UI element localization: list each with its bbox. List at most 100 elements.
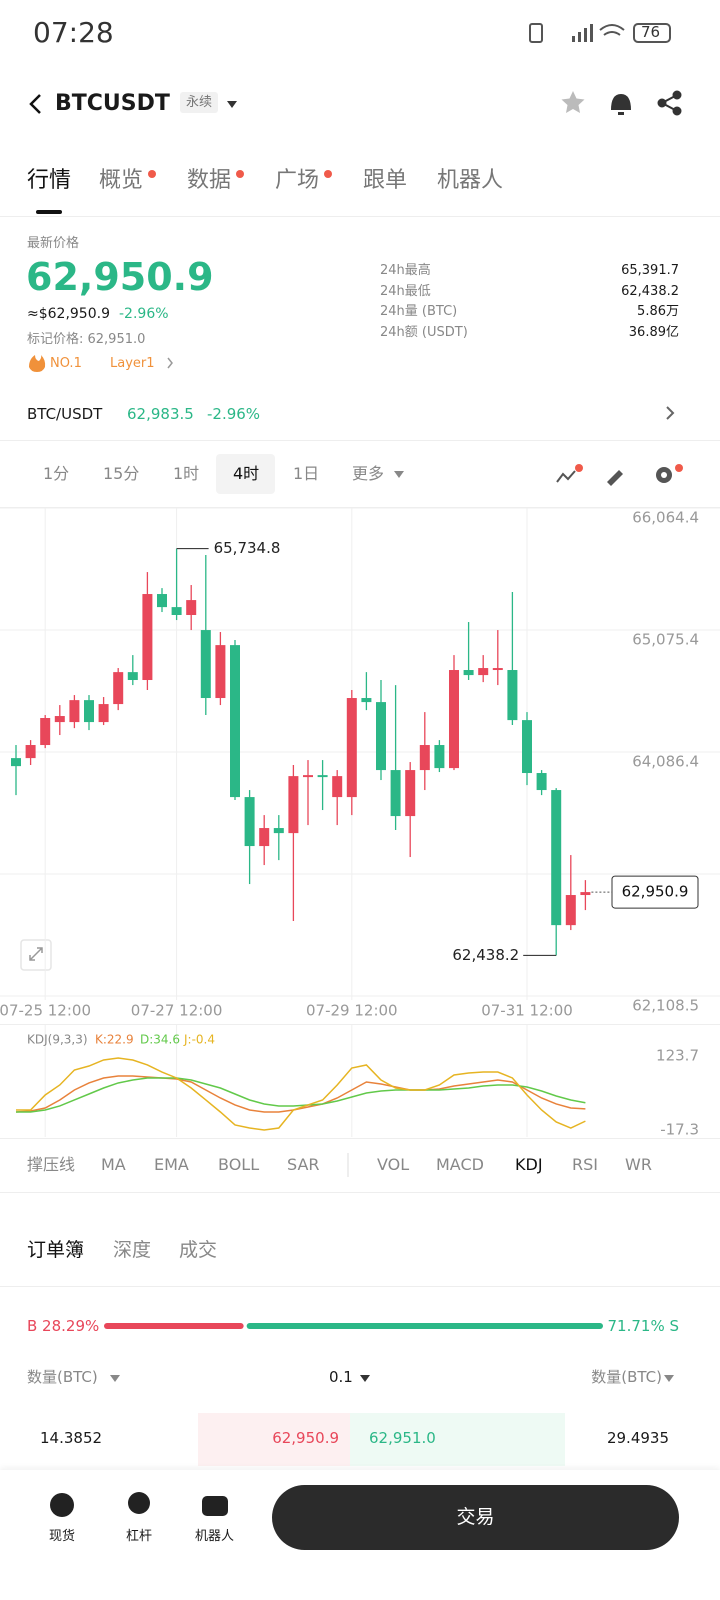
y-tick-label: 65,075.4 <box>632 631 699 649</box>
tab[interactable]: 概览 <box>99 168 144 193</box>
usd-price: ≈$62,950.9 <box>27 306 110 322</box>
candle-body <box>84 700 94 723</box>
tab[interactable]: 广场 <box>275 168 320 193</box>
stat-label: 24h额 (USDT) <box>380 325 468 340</box>
bid-qty: 14.3852 <box>40 1429 103 1447</box>
interval[interactable]: 1时 <box>173 464 200 483</box>
interval[interactable]: 1日 <box>293 464 320 483</box>
last-price-label: 62,950.9 <box>622 883 689 901</box>
tab[interactable]: 机器人 <box>437 168 504 193</box>
price-label: 最新价格 <box>27 236 80 251</box>
candle-body <box>215 645 226 699</box>
indicator[interactable]: MA <box>101 1155 126 1174</box>
fire-icon <box>29 355 46 372</box>
indicator[interactable]: RSI <box>572 1155 598 1174</box>
candle-body <box>405 770 416 817</box>
indicator[interactable]: SAR <box>287 1155 320 1174</box>
book-tab[interactable]: 订单簿 <box>27 1239 85 1261</box>
candle-body <box>142 594 153 681</box>
candle-body <box>200 630 211 699</box>
chevron[interactable] <box>167 357 173 369</box>
candle-body <box>11 758 21 767</box>
column-head[interactable]: 数量(BTC) <box>27 1368 98 1386</box>
symbol[interactable]: BTCUSDT <box>55 91 170 116</box>
badge-dot <box>575 464 583 472</box>
candle-body <box>463 670 474 676</box>
candle-body <box>157 594 167 608</box>
alert-icon[interactable] <box>611 94 631 115</box>
candle-body <box>565 895 576 926</box>
indicator[interactable]: MACD <box>436 1155 484 1174</box>
column-head[interactable]: 0.1 <box>329 1368 353 1386</box>
expand-icon[interactable] <box>20 939 52 971</box>
interval[interactable]: 更多 <box>352 464 385 483</box>
column-head[interactable]: 数量(BTC) <box>591 1368 662 1386</box>
indicator[interactable]: WR <box>625 1155 652 1174</box>
trade-button-label[interactable]: 交易 <box>456 1506 495 1528</box>
stat-value: 5.86万 <box>637 304 679 319</box>
draw-icon[interactable] <box>607 470 623 486</box>
indicator[interactable]: EMA <box>154 1155 189 1174</box>
tab[interactable]: 行情 <box>27 168 72 193</box>
dropdown-icon[interactable] <box>664 1375 674 1382</box>
star-icon[interactable] <box>561 91 585 113</box>
spot-pair[interactable]: BTC/USDT <box>27 405 103 423</box>
last-price: 62,950.9 <box>26 255 214 299</box>
badge-dot <box>148 170 156 178</box>
legend-entry: J:-0.4 <box>183 1033 215 1047</box>
status-time: 07:28 <box>33 16 114 49</box>
interval[interactable]: 4时 <box>233 464 260 483</box>
candle-body <box>303 775 313 778</box>
book-tab[interactable]: 成交 <box>179 1239 218 1261</box>
stat-value: 36.89亿 <box>628 325 679 340</box>
ratio-bar <box>104 1323 244 1329</box>
interval[interactable]: 1分 <box>43 464 70 483</box>
dropdown-icon[interactable] <box>227 101 237 108</box>
candle-body <box>186 600 197 616</box>
share-icon[interactable] <box>657 90 682 116</box>
y-tick-label: -17.3 <box>660 1121 699 1139</box>
nav-icons[interactable] <box>50 1492 228 1517</box>
rank: NO.1 <box>50 356 82 371</box>
y-tick-label: 64,086.4 <box>632 753 699 771</box>
sector[interactable]: Layer1 <box>110 356 155 371</box>
candle-body <box>449 670 459 769</box>
candle-body <box>98 704 109 723</box>
dropdown-icon[interactable] <box>394 471 404 478</box>
tab[interactable]: 数据 <box>187 168 232 193</box>
sell-ratio: 71.71% S <box>607 1317 679 1335</box>
candle-body <box>69 700 80 723</box>
legend-entry: KDJ(9,3,3) <box>27 1033 88 1047</box>
nav-label[interactable]: 杠杆 <box>126 1529 153 1544</box>
indicator-icon[interactable] <box>556 470 576 483</box>
candle-body <box>346 698 357 798</box>
contract-tag: 永续 <box>180 92 219 113</box>
nav-label[interactable]: 机器人 <box>195 1529 235 1544</box>
status-icons <box>529 23 671 43</box>
indicator[interactable]: BOLL <box>218 1155 260 1174</box>
legend-entry: D:34.6 <box>140 1033 180 1047</box>
candle-body <box>419 745 430 771</box>
indicator[interactable]: 撑压线 <box>27 1155 76 1174</box>
stat-value: 65,391.7 <box>621 263 679 278</box>
divider <box>0 1286 720 1287</box>
indicator[interactable]: VOL <box>377 1155 410 1174</box>
candle-body <box>492 668 503 671</box>
nav-label[interactable]: 现货 <box>49 1529 76 1544</box>
x-tick-label: 07-29 12:00 <box>306 1002 398 1020</box>
tab[interactable]: 跟单 <box>363 168 408 193</box>
indicator[interactable]: KDJ <box>515 1155 543 1174</box>
ratio-bar <box>246 1323 603 1329</box>
interval[interactable]: 15分 <box>103 464 140 483</box>
spot-price: 62,983.5 <box>127 405 194 423</box>
legend-entry: K:22.9 <box>95 1033 134 1047</box>
x-tick-label: 07-25 12:00 <box>0 1002 91 1020</box>
max-label: 65,734.8 <box>214 539 281 557</box>
book-tab[interactable]: 深度 <box>113 1239 152 1261</box>
trade-button[interactable] <box>272 1485 679 1550</box>
dropdown-icon[interactable] <box>110 1375 120 1382</box>
back-icon[interactable] <box>29 94 41 114</box>
chevron[interactable] <box>666 406 675 420</box>
dropdown-icon[interactable] <box>360 1375 370 1382</box>
divider <box>0 1024 720 1025</box>
